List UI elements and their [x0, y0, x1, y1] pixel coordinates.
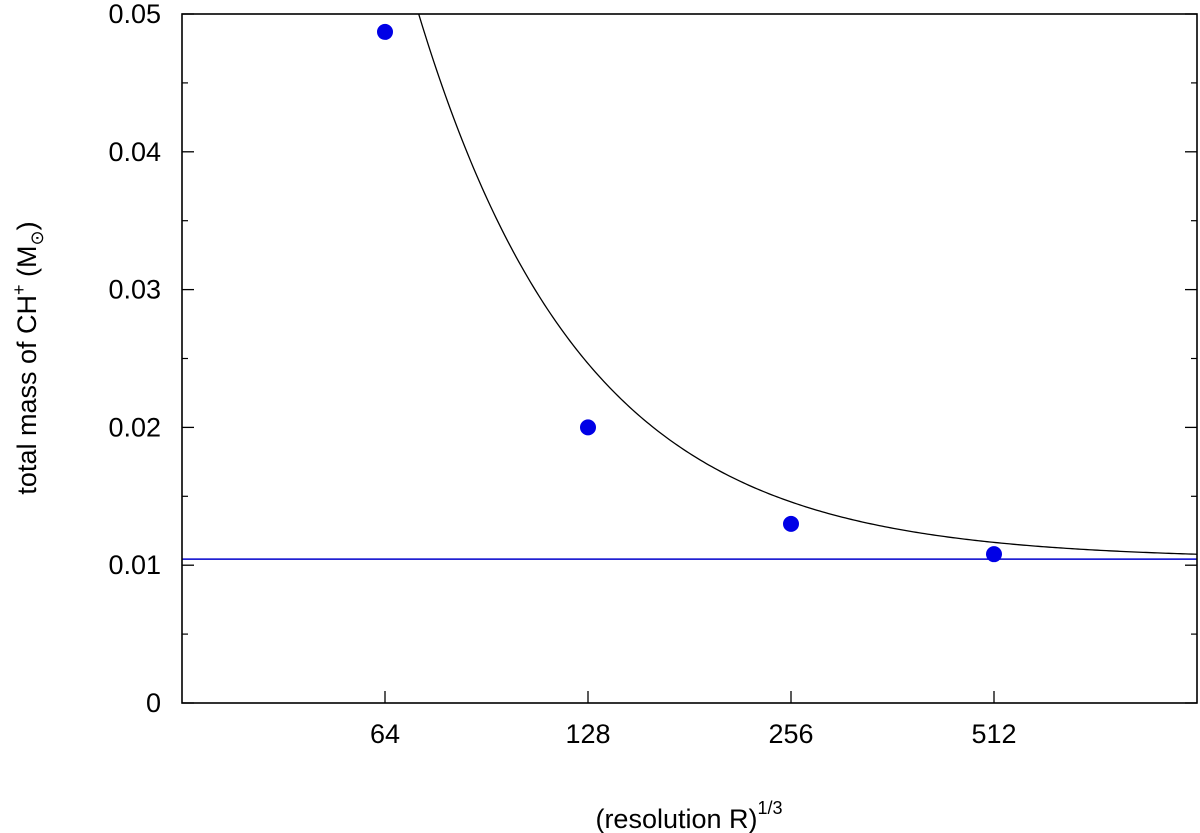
x-tick-label: 512	[971, 719, 1016, 749]
y-tick-label: 0.01	[108, 550, 161, 580]
data-point	[377, 23, 393, 40]
plot-area	[181, 13, 1198, 704]
y-tick-label: 0.03	[108, 275, 161, 305]
y-axis-label: total mass of CH+ (M⊙)	[9, 221, 47, 494]
fit-curve	[418, 14, 1197, 555]
y-tick-label: 0.05	[108, 0, 161, 29]
y-tick-label: 0	[146, 688, 161, 718]
y-tick-label: 0.04	[108, 137, 161, 167]
data-point	[783, 515, 799, 532]
x-tick-label: 256	[768, 719, 813, 749]
x-tick-label: 128	[565, 719, 610, 749]
x-axis-ticks: 64 128 256 512	[370, 691, 1017, 749]
data-point	[580, 419, 596, 436]
y-axis-ticks: 0 0.01 0.02 0.03 0.04 0.05	[108, 0, 1197, 718]
x-tick-label: 64	[370, 719, 400, 749]
plot-frame	[181, 13, 1198, 704]
y-tick-label: 0.02	[108, 412, 161, 442]
data-point	[986, 546, 1002, 563]
x-axis-label: (resolution R)1/3	[595, 798, 782, 833]
